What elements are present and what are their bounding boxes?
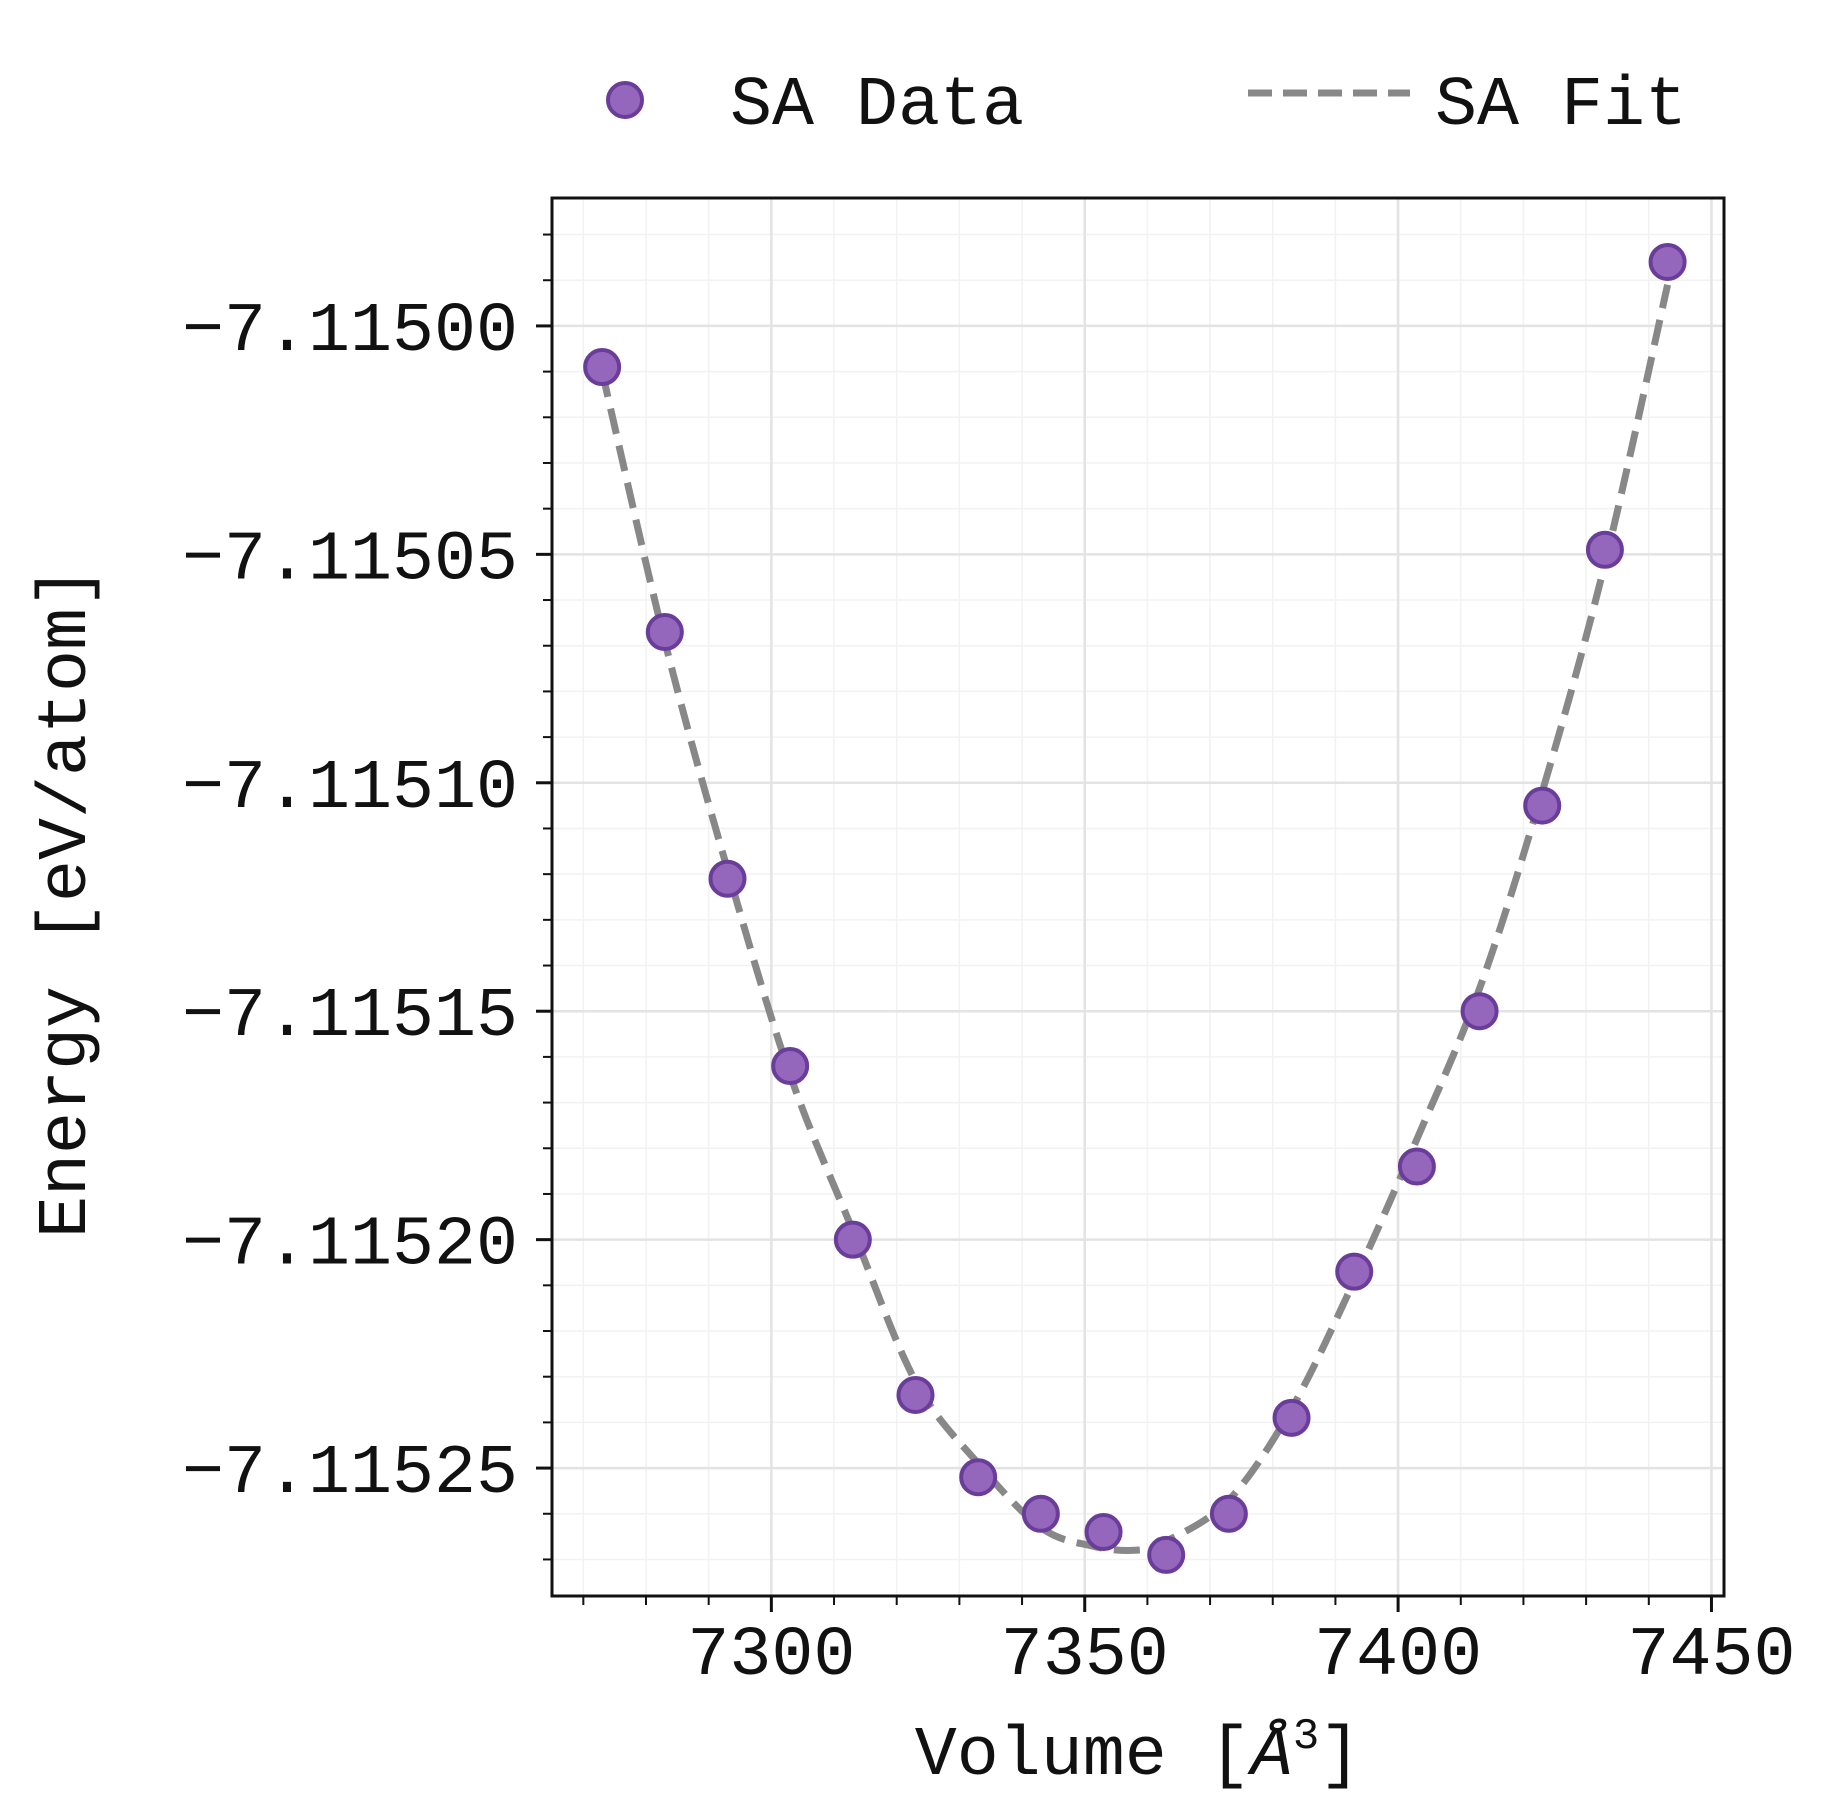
data-point: [1272, 1398, 1311, 1437]
data-point: [1460, 992, 1499, 1031]
data-point: [1523, 786, 1562, 825]
x-axis-label: Volume [Å3]: [915, 1712, 1362, 1796]
y-tick-label: −7.11515: [182, 978, 518, 1057]
x-tick-label: 7450: [1627, 1617, 1795, 1696]
data-point: [833, 1220, 872, 1259]
major-grid: [552, 198, 1724, 1596]
legend-label-sa-data: SA Data: [730, 67, 1024, 146]
legend-label-sa-fit: SA Fit: [1435, 67, 1687, 146]
y-tick-label: −7.11510: [182, 750, 518, 829]
data-point: [1335, 1252, 1374, 1291]
data-point: [896, 1375, 935, 1414]
y-axis-label: Energy [eV/atom]: [28, 566, 107, 1238]
y-axis-ticks: −7.11500 −7.11505 −7.11510 −7.11515 −7.11520…: [182, 233, 552, 1561]
data-point: [1397, 1147, 1436, 1186]
y-tick-label: −7.11500: [182, 293, 518, 372]
x-tick-label: 7400: [1314, 1617, 1482, 1696]
data-point: [959, 1458, 998, 1497]
data-point: [645, 613, 684, 652]
plot-area-frame: [550, 196, 1726, 1598]
data-point: [1648, 242, 1687, 281]
y-tick-label: −7.11525: [182, 1435, 518, 1514]
data-point: [708, 859, 747, 898]
x-tick-label: 7300: [687, 1617, 855, 1696]
y-tick-label: −7.11505: [182, 521, 518, 600]
x-tick-label: 7350: [1001, 1617, 1169, 1696]
data-point: [1585, 530, 1624, 569]
data-point: [1021, 1494, 1060, 1533]
legend: SA Data SA Fit: [606, 67, 1687, 146]
data-point: [1147, 1535, 1186, 1574]
y-tick-label: −7.11520: [182, 1207, 518, 1286]
data-point: [1209, 1494, 1248, 1533]
data-point: [1084, 1513, 1123, 1552]
legend-marker-sa-data: [606, 81, 644, 119]
data-points-sa-data: [583, 242, 1687, 1574]
fit-line-sa-fit: [598, 284, 1672, 1554]
x-axis-ticks: 7300 7350 7400 7450: [582, 1596, 1795, 1696]
data-point: [771, 1047, 810, 1086]
data-point: [583, 348, 622, 387]
